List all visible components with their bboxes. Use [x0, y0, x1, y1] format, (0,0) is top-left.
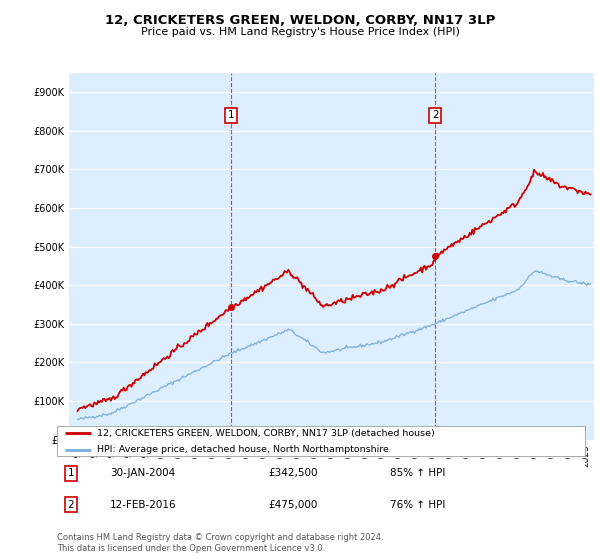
Text: 85% ↑ HPI: 85% ↑ HPI — [389, 468, 445, 478]
Text: £475,000: £475,000 — [268, 500, 317, 510]
Text: 2: 2 — [432, 110, 439, 120]
Text: 12-FEB-2016: 12-FEB-2016 — [110, 500, 176, 510]
Text: 30-JAN-2004: 30-JAN-2004 — [110, 468, 175, 478]
Text: 2: 2 — [68, 500, 74, 510]
Text: 12, CRICKETERS GREEN, WELDON, CORBY, NN17 3LP: 12, CRICKETERS GREEN, WELDON, CORBY, NN1… — [105, 14, 495, 27]
Text: HPI: Average price, detached house, North Northamptonshire: HPI: Average price, detached house, Nort… — [97, 445, 388, 454]
Text: 1: 1 — [68, 468, 74, 478]
Text: 76% ↑ HPI: 76% ↑ HPI — [389, 500, 445, 510]
Text: Price paid vs. HM Land Registry's House Price Index (HPI): Price paid vs. HM Land Registry's House … — [140, 27, 460, 37]
Text: Contains HM Land Registry data © Crown copyright and database right 2024.
This d: Contains HM Land Registry data © Crown c… — [57, 533, 383, 553]
Text: £342,500: £342,500 — [268, 468, 318, 478]
Text: 12, CRICKETERS GREEN, WELDON, CORBY, NN17 3LP (detached house): 12, CRICKETERS GREEN, WELDON, CORBY, NN1… — [97, 429, 434, 438]
Text: 1: 1 — [228, 110, 235, 120]
